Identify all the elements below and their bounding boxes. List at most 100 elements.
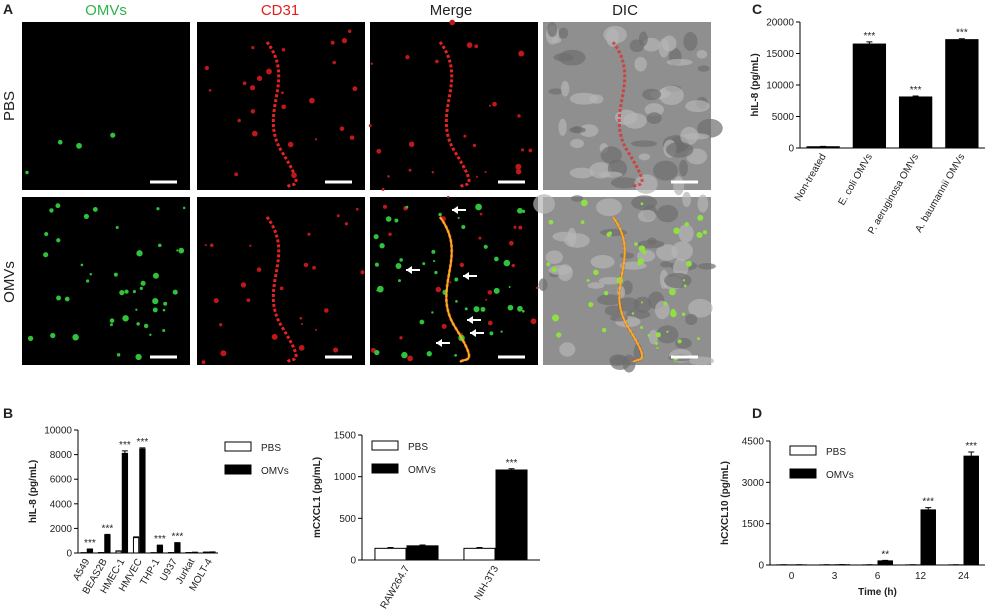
green-signal bbox=[685, 260, 692, 267]
green-signal bbox=[580, 220, 585, 225]
texture bbox=[674, 337, 692, 349]
green-signal bbox=[122, 315, 129, 322]
red-signal bbox=[487, 320, 493, 326]
green-signal bbox=[110, 132, 116, 138]
image-background bbox=[197, 197, 365, 365]
green-signal bbox=[76, 142, 82, 149]
green-signal bbox=[139, 286, 143, 290]
legend-swatch bbox=[371, 440, 399, 451]
arrow-head bbox=[406, 266, 412, 274]
green-signal bbox=[43, 252, 49, 258]
texture bbox=[589, 94, 604, 104]
significance: ** bbox=[881, 549, 889, 560]
texture bbox=[569, 126, 586, 134]
red-signal bbox=[242, 81, 247, 86]
green-signal bbox=[683, 284, 687, 288]
bar bbox=[174, 542, 181, 554]
green-signal bbox=[593, 269, 599, 276]
y-axis-label: hIL-8 (pg/mL) bbox=[28, 460, 39, 523]
green-signal bbox=[401, 351, 408, 359]
bar bbox=[495, 469, 528, 561]
red-signal bbox=[339, 126, 345, 131]
error-bar bbox=[866, 41, 873, 45]
red-signal bbox=[408, 141, 415, 148]
green-signal bbox=[152, 307, 158, 313]
red-signal bbox=[466, 42, 473, 48]
texture bbox=[533, 194, 555, 214]
texture bbox=[633, 296, 652, 313]
green-signal bbox=[517, 207, 523, 214]
significance: *** bbox=[154, 534, 166, 545]
y-tick-label: 4500 bbox=[742, 437, 765, 448]
error-bar bbox=[419, 544, 426, 546]
vessel bbox=[611, 41, 644, 189]
green-signal bbox=[548, 219, 554, 225]
red-signal bbox=[240, 282, 247, 288]
red-signal bbox=[508, 240, 514, 246]
texture bbox=[564, 233, 590, 248]
error-bar bbox=[958, 38, 965, 40]
y-tick-label: 0 bbox=[66, 549, 72, 560]
column-title: DIC bbox=[612, 2, 638, 19]
red-signal bbox=[387, 175, 390, 178]
green-signal bbox=[124, 289, 129, 294]
green-signal bbox=[637, 262, 641, 266]
texture bbox=[570, 138, 584, 149]
red-signal bbox=[281, 48, 286, 52]
red-signal bbox=[213, 298, 219, 304]
green-signal bbox=[398, 279, 401, 283]
red-signal bbox=[485, 298, 488, 301]
y-tick-label: 1500 bbox=[334, 431, 357, 442]
vessel bbox=[265, 41, 298, 189]
red-signal bbox=[408, 168, 412, 172]
red-signal bbox=[449, 19, 456, 26]
green-signal bbox=[80, 263, 84, 267]
green-signal bbox=[654, 341, 658, 345]
green-signal bbox=[475, 203, 482, 211]
green-signal bbox=[638, 245, 646, 252]
error-bar bbox=[912, 95, 919, 97]
x-tick-label: 24 bbox=[958, 571, 970, 582]
error-bar bbox=[133, 536, 140, 538]
red-signal bbox=[324, 308, 329, 313]
green-signal bbox=[25, 170, 29, 175]
green-signal bbox=[379, 243, 385, 249]
texture bbox=[622, 354, 636, 373]
image-background bbox=[370, 197, 538, 365]
legend-swatch bbox=[224, 464, 252, 475]
red-signal bbox=[330, 40, 335, 45]
texture bbox=[671, 241, 694, 261]
legend-label: OMVs bbox=[261, 466, 289, 477]
texture bbox=[559, 342, 576, 357]
texture bbox=[654, 300, 670, 320]
green-signal bbox=[56, 295, 61, 301]
red-signal bbox=[266, 68, 272, 75]
texture bbox=[538, 278, 548, 292]
texture bbox=[637, 240, 665, 249]
micrograph bbox=[22, 22, 190, 190]
arrow-head bbox=[436, 339, 442, 347]
green-signal bbox=[86, 279, 90, 283]
significance: *** bbox=[119, 440, 131, 451]
green-signal bbox=[140, 280, 146, 286]
texture bbox=[658, 85, 684, 106]
red-signal bbox=[431, 171, 435, 174]
green-signal bbox=[656, 346, 659, 350]
texture bbox=[548, 88, 563, 95]
x-tick-label: RAW264.7 bbox=[379, 564, 413, 610]
texture bbox=[697, 118, 723, 138]
texture bbox=[547, 22, 558, 37]
red-signal bbox=[520, 148, 525, 152]
significance: *** bbox=[84, 538, 96, 549]
bar bbox=[806, 146, 840, 149]
red-signal bbox=[472, 143, 477, 148]
red-signal bbox=[314, 328, 317, 331]
texture bbox=[631, 195, 658, 211]
green-signal bbox=[670, 310, 677, 318]
red-signal bbox=[251, 130, 258, 137]
significance: *** bbox=[956, 28, 968, 39]
texture bbox=[660, 261, 672, 268]
green-signal bbox=[588, 302, 594, 308]
red-signal bbox=[355, 207, 359, 211]
red-signal bbox=[484, 170, 487, 174]
